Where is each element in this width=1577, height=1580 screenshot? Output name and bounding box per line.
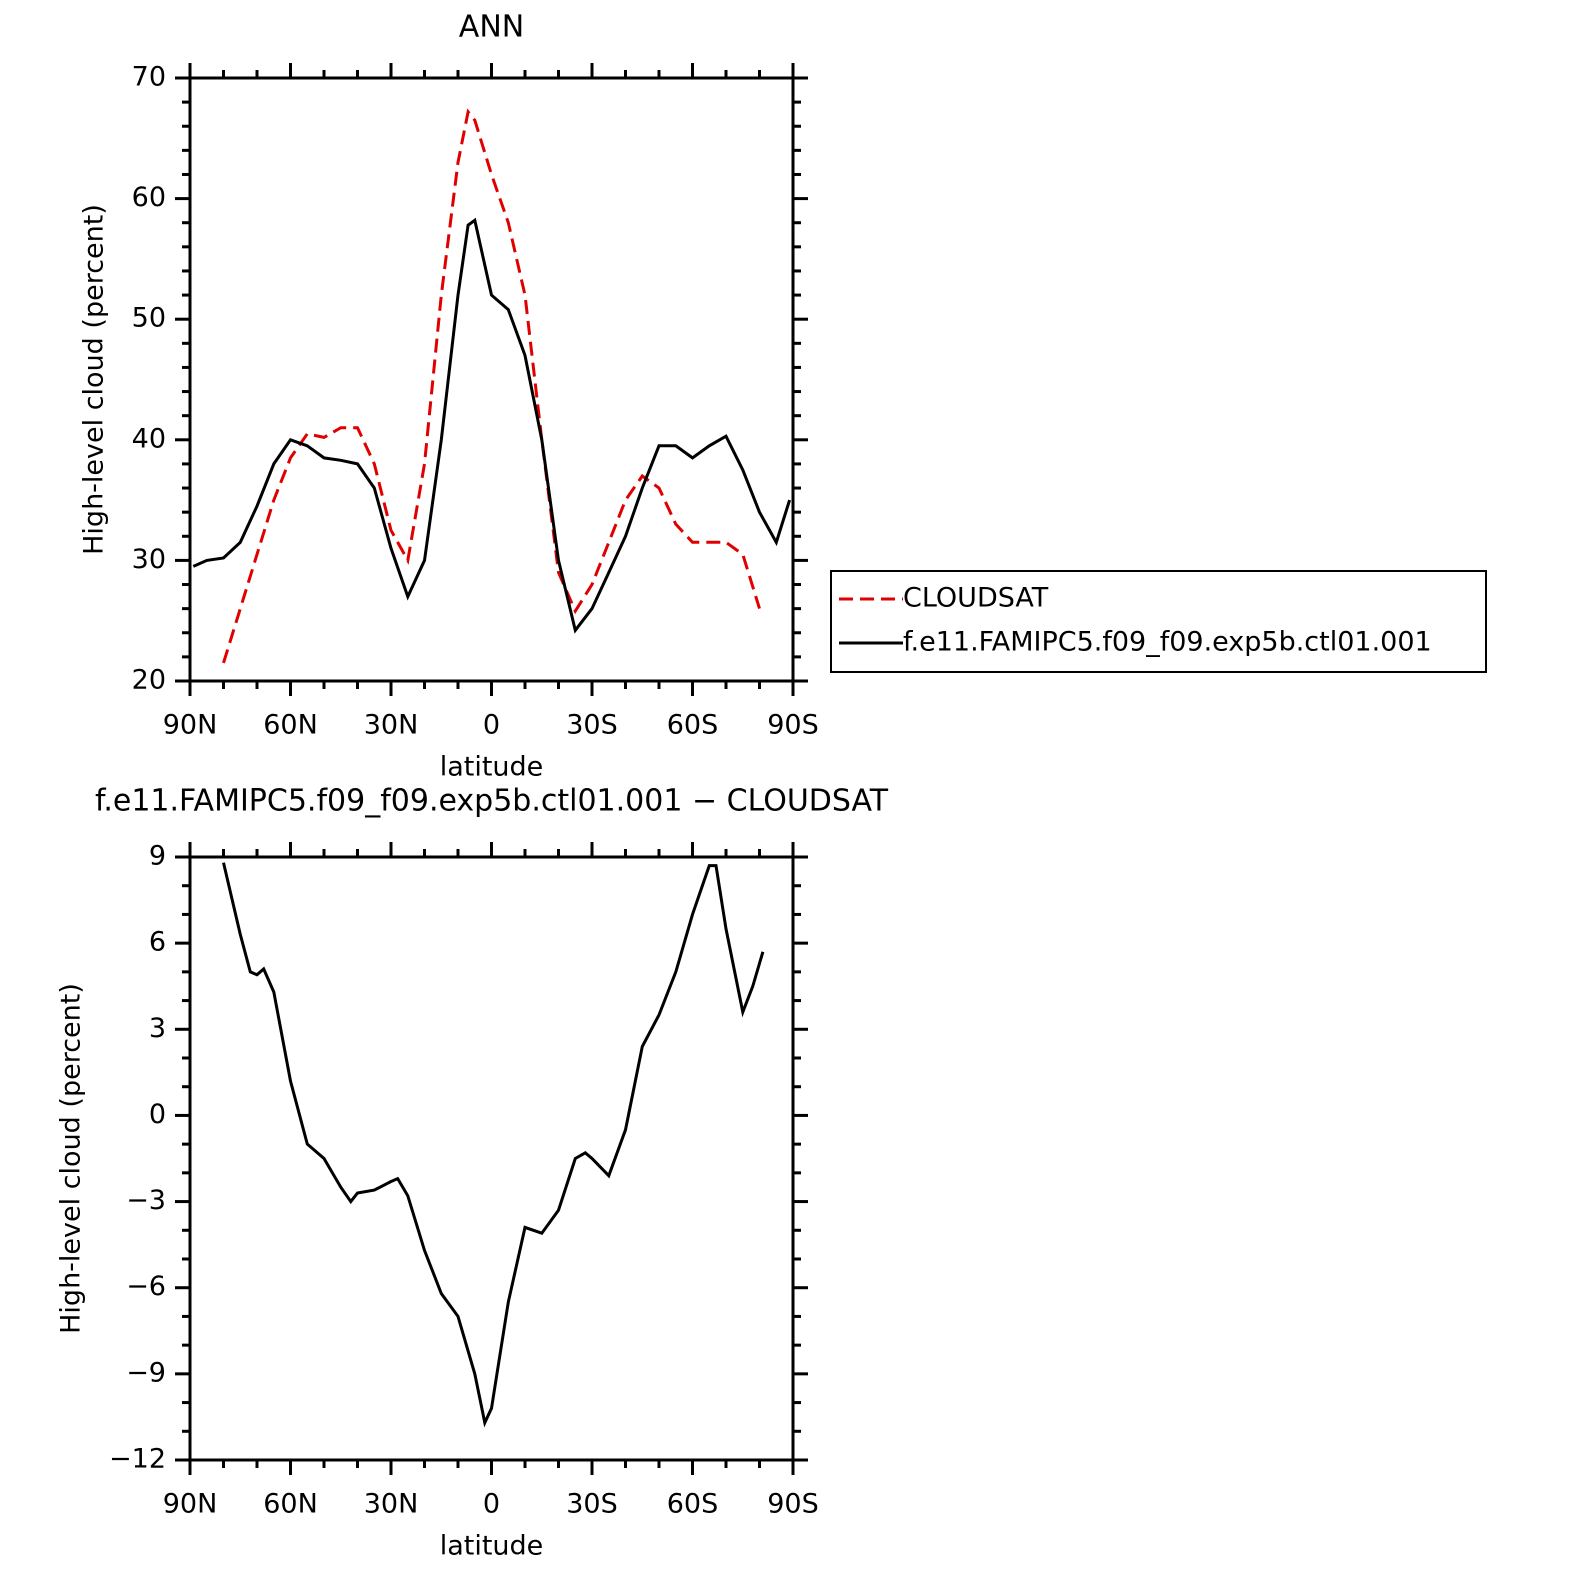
x-tick-label: 60S	[667, 1489, 719, 1520]
y-axis-label: High-level cloud (percent)	[56, 983, 87, 1334]
chart-title: ANN	[459, 10, 524, 45]
x-axis-label: latitude	[440, 1531, 544, 1562]
y-tick-label: 6	[149, 927, 166, 958]
y-tick-label: −3	[126, 1185, 166, 1216]
data-line	[222, 862, 765, 1428]
x-tick-label: 30S	[566, 710, 618, 741]
x-tick-label: 60N	[263, 1489, 318, 1520]
legend-box	[830, 570, 1487, 673]
legend-label: f.e11.FAMIPC5.f09_f09.exp5b.ctl01.001	[903, 627, 1432, 658]
y-tick-label: 0	[149, 1099, 166, 1130]
y-tick-label: −9	[126, 1357, 166, 1388]
y-tick-label: 40	[132, 423, 166, 454]
y-tick-label: 70	[132, 62, 166, 93]
x-tick-label: 60N	[263, 710, 318, 741]
x-tick-label: 90N	[163, 710, 218, 741]
x-tick-label: 90N	[163, 1489, 218, 1520]
x-tick-label: 0	[483, 1489, 500, 1520]
y-axis-label: High-level cloud (percent)	[79, 204, 110, 555]
y-tick-label: 9	[149, 841, 166, 872]
x-tick-label: 30N	[364, 710, 419, 741]
y-tick-label: 20	[132, 665, 166, 696]
y-tick-label: −6	[126, 1271, 166, 1302]
y-tick-label: 60	[132, 182, 166, 213]
x-axis-label: latitude	[440, 752, 544, 783]
legend-label: CLOUDSAT	[903, 583, 1049, 614]
plot-frame	[188, 855, 795, 1462]
y-tick-label: 30	[132, 544, 166, 575]
data-line	[222, 108, 761, 664]
data-line	[192, 217, 792, 634]
x-tick-label: 0	[483, 710, 500, 741]
x-tick-label: 30S	[566, 1489, 618, 1520]
x-tick-label: 90S	[767, 1489, 819, 1520]
plot-frame	[188, 76, 795, 683]
x-tick-label: 30N	[364, 1489, 419, 1520]
y-tick-label: 50	[132, 303, 166, 334]
x-tick-label: 60S	[667, 710, 719, 741]
x-tick-label: 90S	[767, 710, 819, 741]
y-tick-label: 3	[149, 1013, 166, 1044]
y-tick-label: −12	[109, 1444, 166, 1475]
chart-title: f.e11.FAMIPC5.f09_f09.exp5b.ctl01.001 − …	[95, 784, 889, 819]
